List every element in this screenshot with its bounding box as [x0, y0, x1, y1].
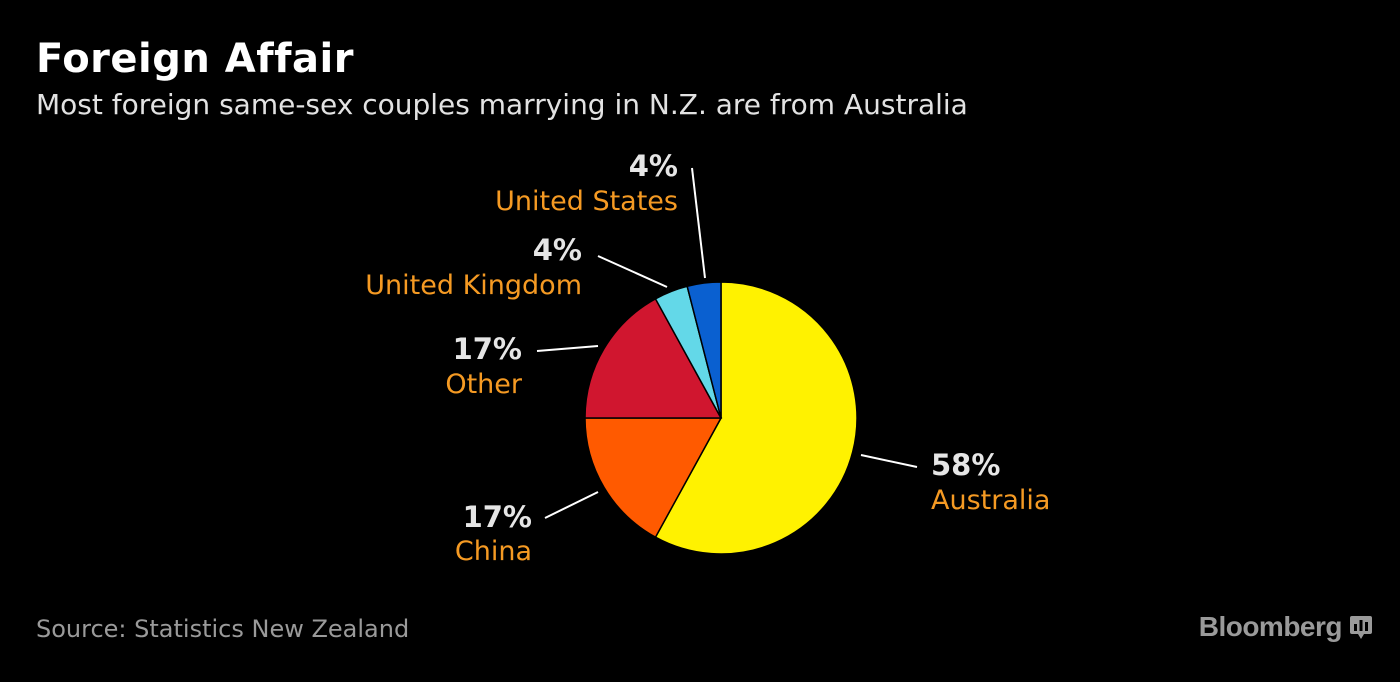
leader-line — [597, 255, 668, 288]
brand-name: Bloomberg — [1198, 611, 1343, 642]
leader-line — [860, 454, 918, 468]
slice-percent-label: 4% — [533, 233, 582, 267]
pie-slice-china — [584, 417, 723, 539]
slice-category-label: Other — [445, 369, 523, 400]
slice-percent-label: 4% — [629, 149, 678, 183]
slice-percent-label: 17% — [463, 500, 532, 534]
chart-title: Foreign Affair — [36, 36, 354, 82]
slice-category-label: China — [455, 536, 532, 567]
bloomberg-chart-icon — [1350, 616, 1372, 639]
slice-category-label: United Kingdom — [365, 270, 582, 301]
pie-slice-other — [584, 297, 723, 419]
chart-subtitle: Most foreign same-sex couples marrying i… — [36, 88, 968, 121]
leader-line — [536, 345, 599, 352]
slice-percent-label: 17% — [453, 332, 522, 366]
pie-slice-united-states — [686, 281, 722, 419]
source-note: Source: Statistics New Zealand — [36, 615, 410, 643]
leader-line — [544, 491, 599, 519]
pie-slice-australia — [654, 281, 858, 555]
pie-slices — [584, 281, 858, 555]
leader-line — [691, 167, 706, 279]
brand-logo: Bloomberg — [1199, 611, 1372, 643]
slice-category-label: United States — [495, 186, 678, 217]
slice-category-label: Australia — [931, 485, 1050, 516]
slice-percent-label: 58% — [931, 448, 1000, 482]
